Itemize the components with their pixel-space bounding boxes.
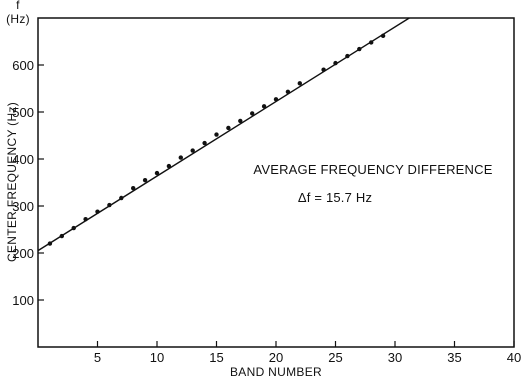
x-tick-label: 30 <box>388 350 402 365</box>
data-point <box>202 140 207 146</box>
data-point <box>285 89 291 94</box>
data-point <box>226 125 231 131</box>
data-point <box>59 233 64 239</box>
x-tick-label: 20 <box>269 350 283 365</box>
data-point <box>297 81 302 86</box>
data-point <box>131 185 136 191</box>
data-point <box>166 163 172 169</box>
x-tick-label: 5 <box>94 350 101 365</box>
data-point <box>190 148 195 153</box>
data-point <box>273 97 279 102</box>
data-point <box>107 202 112 208</box>
y-tick-label: 200 <box>12 246 34 261</box>
x-tick-label: 15 <box>209 350 223 365</box>
annotation-delta-f: Δf = 15.7 Hz <box>298 190 372 205</box>
y-tick-label: 400 <box>12 152 34 167</box>
y-axis-ticks: 100 200 300 400 500 600 <box>12 58 44 308</box>
fit-line <box>37 17 410 252</box>
y-axis-title: CENTER FREQUENCY (Hz) <box>5 102 19 262</box>
data-point <box>321 67 326 72</box>
y-tick-label: 300 <box>12 199 34 214</box>
data-point <box>380 33 386 39</box>
data-point <box>142 177 148 183</box>
x-tick-label: 35 <box>447 350 461 365</box>
data-point <box>71 225 76 231</box>
data-point <box>357 46 362 52</box>
x-tick-label: 40 <box>507 350 521 365</box>
data-point <box>250 111 255 116</box>
y-tick-label: 500 <box>12 105 34 120</box>
data-point <box>95 209 100 214</box>
data-point <box>154 170 160 176</box>
annotation-title: AVERAGE FREQUENCY DIFFERENCE <box>253 162 492 177</box>
data-point <box>369 40 374 45</box>
data-point <box>238 118 243 124</box>
x-tick-label: 10 <box>150 350 164 365</box>
x-tick-label: 25 <box>328 350 342 365</box>
data-point <box>119 195 124 201</box>
x-axis-title: BAND NUMBER <box>230 365 322 379</box>
y-unit-bottom: (Hz) <box>6 12 30 26</box>
data-point <box>214 132 219 137</box>
data-point <box>261 104 267 109</box>
x-axis-ticks: 5 10 15 20 25 30 35 40 <box>94 341 521 365</box>
y-tick-label: 600 <box>12 58 34 73</box>
data-points <box>47 33 386 246</box>
data-point <box>333 60 338 66</box>
data-point <box>47 241 53 246</box>
data-point <box>345 53 350 59</box>
y-tick-label: 100 <box>12 293 34 308</box>
data-point <box>178 155 183 160</box>
plot-frame <box>37 17 515 348</box>
data-point <box>83 216 88 222</box>
y-unit-top: f <box>16 0 20 12</box>
